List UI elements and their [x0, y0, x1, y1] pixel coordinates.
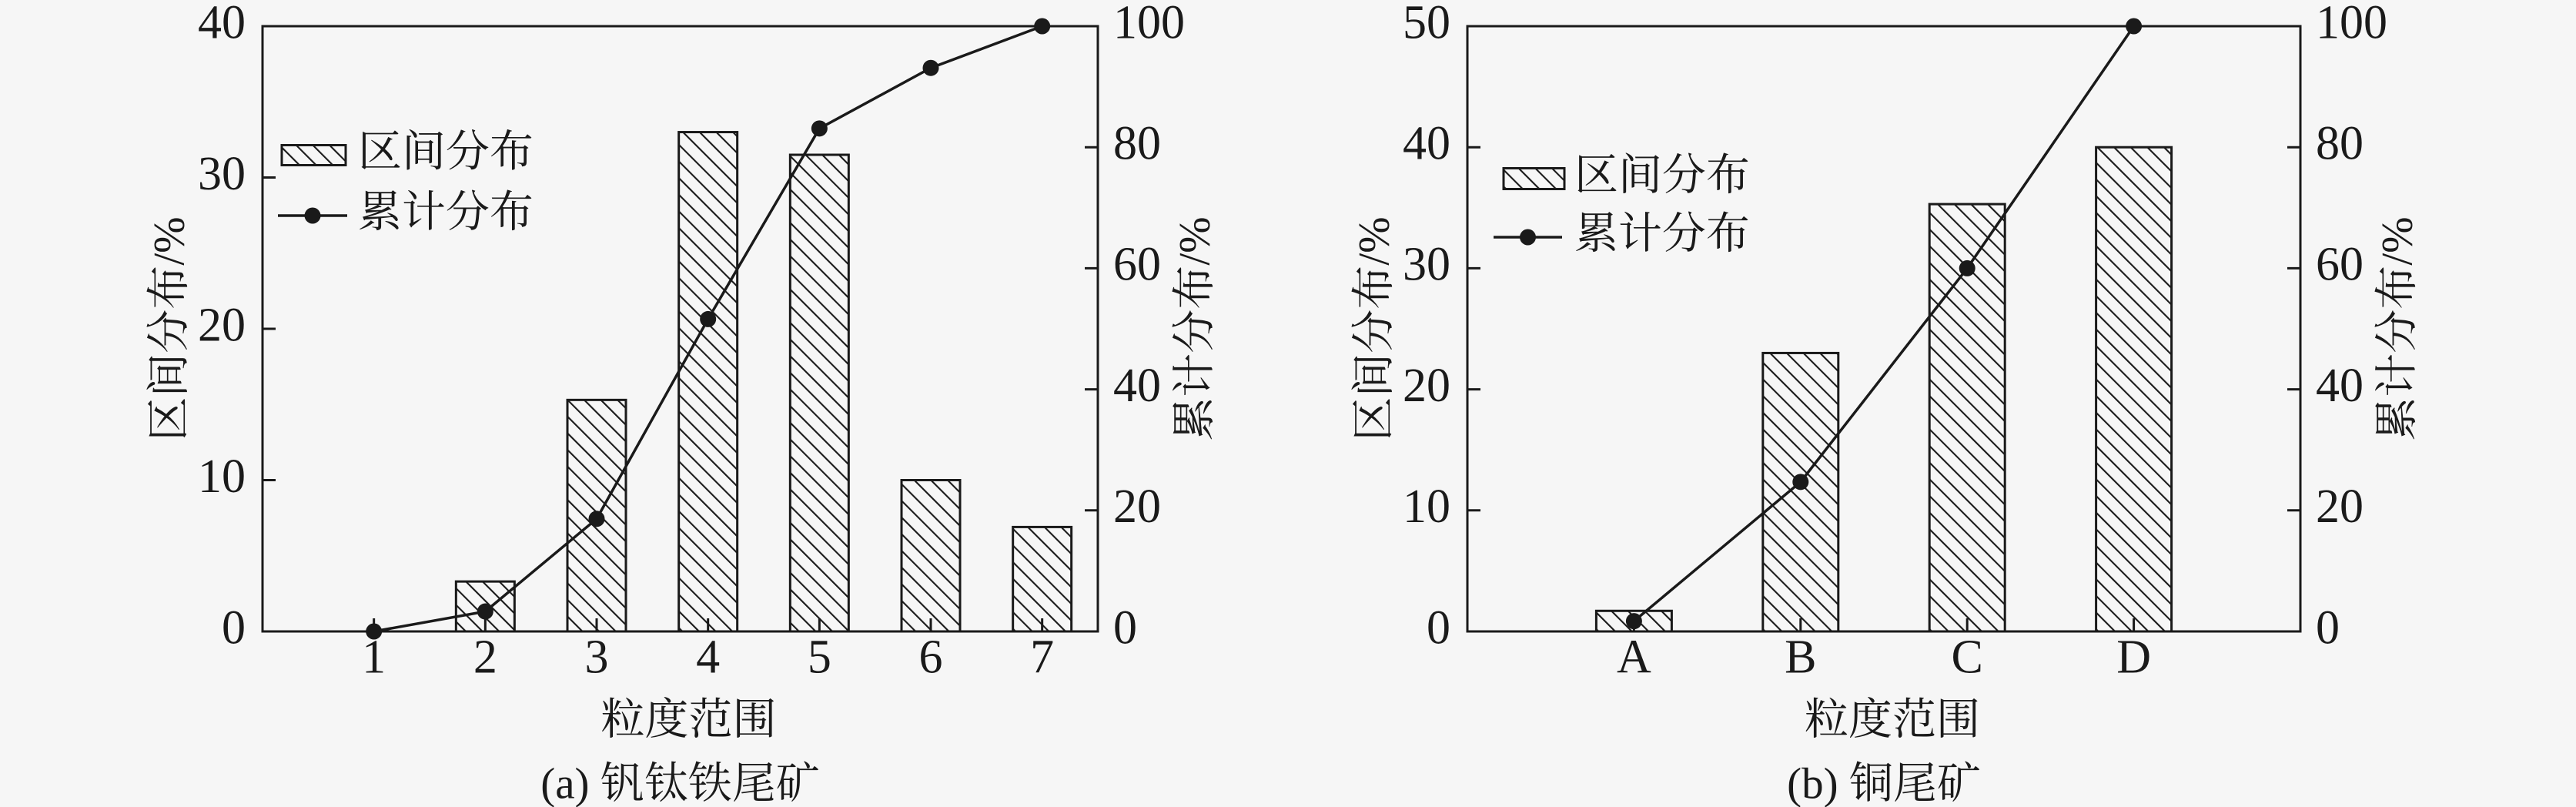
left-axis-tick-label: 20 — [198, 299, 246, 351]
legend-line-label: 累计分布 — [358, 189, 534, 237]
x-axis-tick-label: 3 — [585, 631, 609, 683]
chart-panel-a: 0 10 20 30 40 0 20 40 60 80 100 1 2 3 4 5 6 7 粒度范围 区间分布/% 累计… — [146, 0, 1219, 807]
panel-caption: (a) 钒钛铁尾矿 — [540, 760, 820, 807]
x-axis-tick-label: 1 — [362, 631, 386, 683]
axes: 0 10 20 30 40 0 20 40 60 80 100 1 2 3 4 5 6 7 — [198, 0, 1185, 683]
bar-series — [454, 131, 1073, 633]
x-axis-tick-label: D — [2116, 631, 2151, 683]
legend-line-label: 累计分布 — [1574, 210, 1750, 259]
cumulative-point-D — [2126, 18, 2143, 35]
right-axis-tick-label: 40 — [2316, 360, 2364, 412]
left-axis-title: 区间分布/% — [1350, 216, 1399, 440]
x-axis-tick-label: B — [1785, 631, 1816, 683]
x-axis-tick-label: 6 — [919, 631, 943, 683]
legend-bar-label: 区间分布 — [358, 128, 534, 176]
cumulative-point-C — [1959, 260, 1975, 276]
right-axis-tick-label: 80 — [2316, 118, 2364, 170]
cumulative-point-3 — [588, 511, 605, 527]
left-axis-tick-label: 0 — [222, 601, 246, 654]
bar-category-D — [2095, 146, 2173, 633]
cumulative-point-7 — [1034, 18, 1051, 35]
right-axis-title: 累计分布/% — [1171, 216, 1219, 440]
legend-bar-swatch — [1502, 167, 1566, 190]
bar-category-B — [1761, 351, 1840, 633]
plot-frame — [1466, 25, 2302, 633]
right-axis-tick-label: 60 — [1113, 239, 1161, 291]
x-axis-tick-label: 2 — [473, 631, 497, 683]
left-axis-tick-label: 30 — [1403, 239, 1450, 291]
bar-category-4 — [677, 131, 739, 633]
bar-category-7 — [1012, 525, 1073, 633]
left-axis-tick-label: 0 — [1427, 601, 1450, 654]
right-axis-tick-label: 60 — [2316, 239, 2364, 291]
left-axis-tick-label: 50 — [1403, 0, 1450, 49]
left-axis-title: 区间分布/% — [146, 216, 194, 440]
right-axis-tick-label: 0 — [1113, 601, 1137, 654]
legend-bar-label: 区间分布 — [1574, 152, 1750, 200]
cumulative-line-series — [366, 18, 1051, 640]
cumulative-point-5 — [811, 120, 828, 137]
x-axis-tick-label: 7 — [1030, 631, 1054, 683]
x-axis-tick-label: C — [1952, 631, 1983, 683]
left-axis-tick-label: 40 — [1403, 118, 1450, 170]
x-axis-tick-label: A — [1617, 631, 1651, 683]
right-axis-title: 累计分布/% — [2374, 216, 2422, 440]
cumulative-point-4 — [700, 310, 717, 327]
right-axis-tick-label: 20 — [1113, 481, 1161, 533]
cumulative-line — [1633, 25, 2136, 622]
right-axis-tick-label: 100 — [2316, 0, 2387, 49]
cumulative-point-1 — [366, 623, 383, 640]
left-axis-tick-label: 10 — [1403, 481, 1450, 533]
legend-bar-swatch — [280, 144, 347, 166]
cumulative-point-6 — [922, 59, 939, 76]
right-axis-tick-label: 40 — [1113, 360, 1161, 412]
cumulative-point-B — [1792, 474, 1809, 491]
x-axis-title: 粒度范围 — [1805, 696, 1980, 745]
cumulative-line-series — [1625, 18, 2143, 630]
cumulative-point-A — [1625, 613, 1642, 630]
right-axis-tick-label: 100 — [1113, 0, 1185, 49]
right-axis-tick-label: 20 — [2316, 481, 2364, 533]
cumulative-point-2 — [477, 603, 493, 620]
left-axis-tick-label: 30 — [198, 148, 246, 200]
x-axis-tick-label: 5 — [808, 631, 831, 683]
right-axis-tick-label: 80 — [1113, 118, 1161, 170]
bar-series — [1594, 146, 2173, 633]
right-axis-tick-label: 0 — [2316, 601, 2340, 654]
axes: 0 10 20 30 40 50 0 20 40 60 80 100 A B C D — [1403, 0, 2387, 683]
bar-category-6 — [900, 479, 962, 633]
legend-line-dot — [1520, 229, 1536, 246]
chart-panel-b: 0 10 20 30 40 50 0 20 40 60 80 100 A B C D 粒度范围 区间分布/% 累计分… — [1350, 0, 2422, 807]
left-axis-tick-label: 10 — [198, 450, 246, 503]
bar-category-5 — [788, 153, 850, 633]
x-axis-title: 粒度范围 — [601, 696, 777, 745]
legend-line-dot — [304, 207, 321, 224]
left-axis-tick-label: 40 — [198, 0, 246, 49]
left-axis-tick-label: 20 — [1403, 360, 1450, 412]
x-axis-tick-label: 4 — [696, 631, 720, 683]
panel-caption: (b) 铜尾矿 — [1787, 760, 1981, 807]
